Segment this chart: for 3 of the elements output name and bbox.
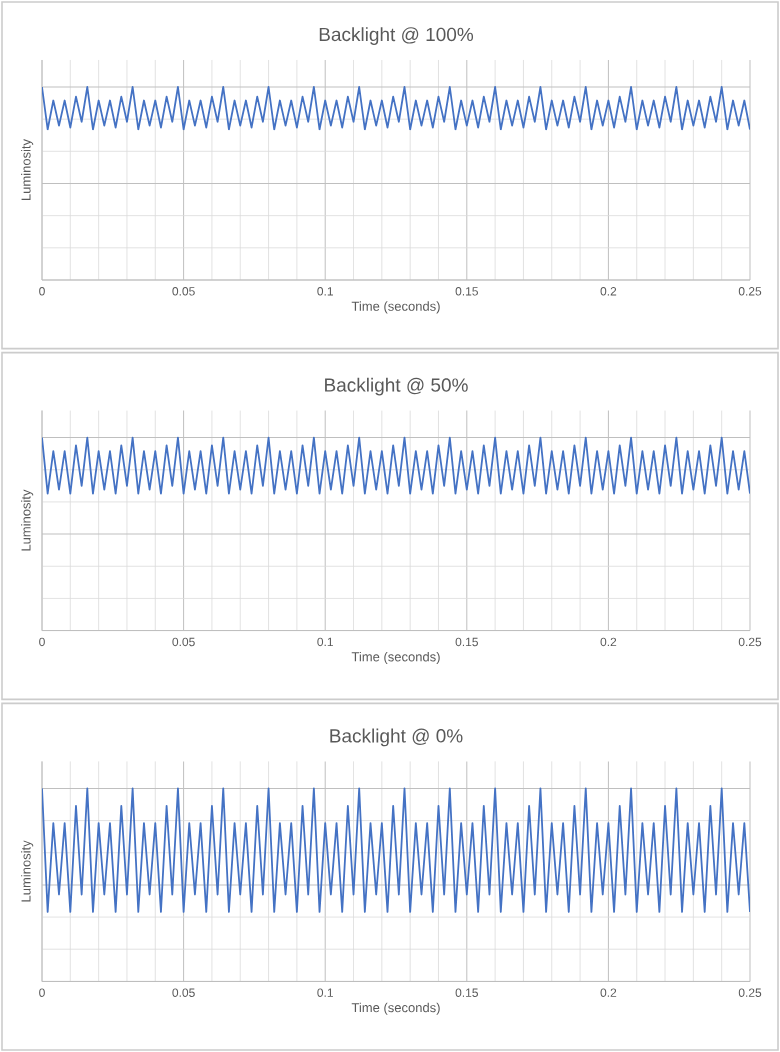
chart-title: Backlight @ 50% xyxy=(325,377,468,396)
chart-title: Backlight @ 0% xyxy=(330,728,463,747)
chart-title: Backlight @ 100% xyxy=(319,27,474,45)
